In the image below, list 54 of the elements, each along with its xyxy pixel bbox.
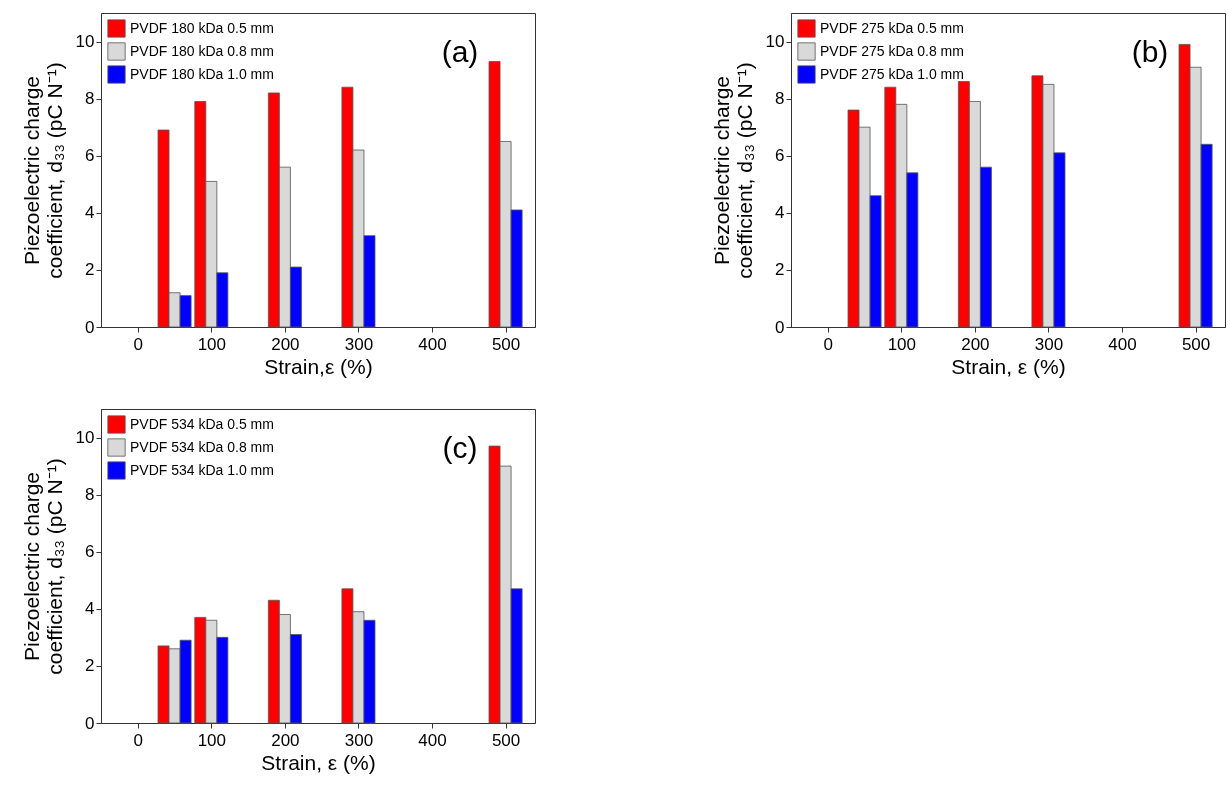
y-tick-label: 6 bbox=[85, 146, 95, 166]
legend-label: PVDF 534 kDa 1.0 mm bbox=[130, 461, 274, 478]
y-tick-label: 0 bbox=[85, 713, 95, 733]
x-tick-label: 100 bbox=[197, 334, 227, 354]
y-tick-label: 2 bbox=[775, 260, 785, 280]
x-axis-title: Strain, ε (%) bbox=[261, 750, 376, 774]
x-tick-label: 400 bbox=[1108, 334, 1137, 354]
y-tick-label: 4 bbox=[85, 599, 95, 619]
x-tick-label: 300 bbox=[344, 334, 374, 354]
y-tick-label: 2 bbox=[85, 260, 95, 280]
x-tick-label: 100 bbox=[197, 730, 227, 750]
y-tick-label: 0 bbox=[85, 317, 95, 337]
x-axis-title: Strain,ε (%) bbox=[264, 354, 373, 378]
y-tick-label: 10 bbox=[765, 32, 785, 52]
x-tick-label: 200 bbox=[271, 730, 300, 750]
x-tick-label: 0 bbox=[133, 730, 144, 750]
y-tick-label: 2 bbox=[85, 656, 95, 676]
legend-label: PVDF 534 kDa 0.5 mm bbox=[130, 415, 274, 432]
y-tick-label: 8 bbox=[85, 89, 95, 109]
x-tick-label: 0 bbox=[133, 334, 144, 354]
y-tick-label: 4 bbox=[775, 203, 785, 223]
x-tick-label: 100 bbox=[887, 334, 917, 354]
y-axis-title: Piezoelectric charge coefficient, d₃₃ (pC N⁻¹) bbox=[19, 62, 66, 279]
y-axis-title: Piezoelectric charge coefficient, d₃₃ (pC N⁻¹) bbox=[19, 458, 66, 675]
annotation: (b) bbox=[1131, 35, 1169, 68]
y-tick-label: 8 bbox=[775, 89, 785, 109]
x-tick-label: 200 bbox=[271, 334, 300, 354]
x-tick-label: 0 bbox=[823, 334, 834, 354]
y-tick-label: 6 bbox=[775, 146, 785, 166]
y-axis-title: Piezoelectric charge coefficient, d₃₃ (pC N⁻¹) bbox=[709, 62, 756, 279]
x-tick-label: 300 bbox=[344, 730, 374, 750]
legend-label: PVDF 275 kDa 1.0 mm bbox=[820, 65, 964, 82]
legend-label: PVDF 180 kDa 0.5 mm bbox=[130, 19, 274, 36]
x-tick-label: 300 bbox=[1034, 334, 1064, 354]
x-tick-label: 500 bbox=[491, 730, 521, 750]
x-tick-label: 500 bbox=[1181, 334, 1211, 354]
legend-label: PVDF 275 kDa 0.8 mm bbox=[820, 42, 964, 59]
legend-label: PVDF 275 kDa 0.5 mm bbox=[820, 19, 964, 36]
x-tick-label: 400 bbox=[418, 334, 447, 354]
x-axis-title: Strain, ε (%) bbox=[951, 354, 1066, 378]
y-tick-label: 4 bbox=[85, 203, 95, 223]
x-tick-label: 500 bbox=[491, 334, 521, 354]
legend-label: PVDF 180 kDa 1.0 mm bbox=[130, 65, 274, 82]
x-tick-label: 400 bbox=[418, 730, 447, 750]
y-tick-label: 8 bbox=[85, 485, 95, 505]
y-tick-label: 0 bbox=[775, 317, 785, 337]
y-tick-label: 10 bbox=[75, 428, 95, 448]
legend-label: PVDF 534 kDa 0.8 mm bbox=[130, 438, 274, 455]
y-tick-label: 6 bbox=[85, 542, 95, 562]
legend-label: PVDF 180 kDa 0.8 mm bbox=[130, 42, 274, 59]
annotation: (c) bbox=[442, 431, 478, 464]
annotation: (a) bbox=[441, 35, 479, 68]
x-tick-label: 200 bbox=[961, 334, 990, 354]
y-tick-label: 10 bbox=[75, 32, 95, 52]
